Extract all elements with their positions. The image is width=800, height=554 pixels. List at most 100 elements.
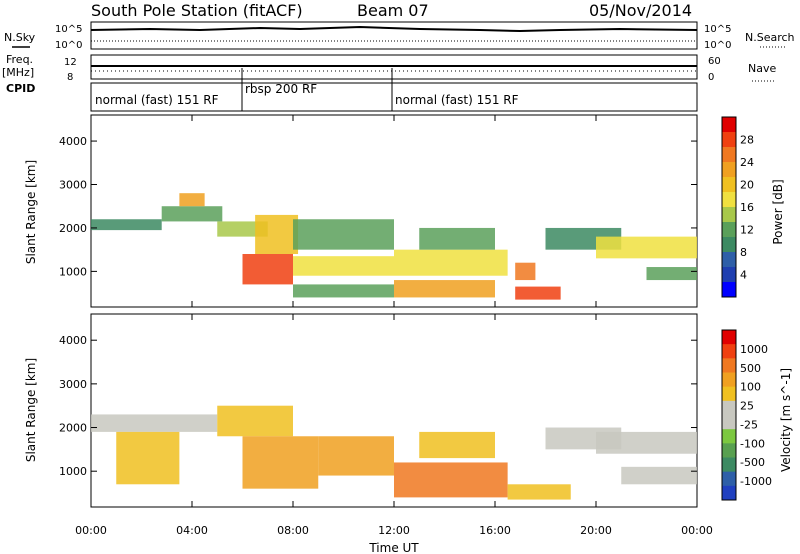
velocity-colorbar-swatch — [722, 457, 736, 473]
power-colorbar-swatch — [722, 132, 736, 148]
velocity-colorbar-tick: 1000 — [740, 343, 768, 356]
y-tick-label: 1000 — [59, 265, 87, 278]
velocity-colorbar-swatch — [722, 330, 736, 345]
nsearch-label: N.Search — [745, 31, 795, 44]
x-tick-label: 00:00 — [75, 524, 107, 537]
noise-sky-trace — [90, 25, 698, 33]
x-tick-label: 00:00 — [681, 524, 713, 537]
x-tick-label: 20:00 — [580, 524, 612, 537]
noise-tick-left-bottom: 10^0 — [55, 40, 82, 51]
power-colorbar-tick: 20 — [740, 179, 754, 192]
y-tick-label: 4000 — [59, 334, 87, 347]
velocity-colorbar-swatch — [722, 415, 736, 430]
velocity-colorbar-tick: 100 — [740, 381, 761, 394]
cpid-label: CPID — [6, 82, 35, 95]
power-colorbar-swatch — [722, 267, 736, 283]
power-colorbar-tick: 16 — [740, 201, 754, 214]
noise-tick-right-bottom: 10^0 — [704, 40, 731, 51]
x-tick-label: 08:00 — [277, 524, 309, 537]
velocity-ylabel: Slant Range [km] — [24, 358, 38, 462]
velocity-colorbar-swatch — [722, 386, 736, 402]
velocity-colorbar-swatch — [722, 443, 736, 458]
power-colorbar-swatch — [722, 147, 736, 163]
velocity-echo-band-5 — [318, 436, 394, 476]
y-tick-label: 3000 — [59, 378, 87, 391]
cpid-panel: normal (fast) 151 RF rbsp 200 RF normal … — [90, 68, 698, 112]
date-label: 05/Nov/2014 — [589, 1, 692, 20]
power-echo-band-7 — [293, 219, 394, 250]
power-echo-band-14 — [515, 262, 536, 281]
velocity-echo-band-8 — [507, 484, 571, 500]
power-echo-band-9 — [293, 284, 394, 298]
nave-tick-top: 60 — [708, 56, 721, 67]
power-colorbar-swatch — [722, 117, 736, 133]
y-tick-label: 4000 — [59, 135, 87, 148]
velocity-colorbar-swatch — [722, 429, 736, 444]
cpid-segment-2: rbsp 200 RF — [245, 82, 317, 96]
x-tick-label: 12:00 — [378, 524, 410, 537]
x-tick-label: 04:00 — [176, 524, 208, 537]
power-echo-band-16 — [596, 236, 697, 259]
power-echo-band-11 — [394, 249, 508, 276]
station-title: South Pole Station (fitACF) — [91, 1, 303, 20]
noise-tick-right-top: 10^5 — [704, 24, 731, 35]
velocity-echo-band-2 — [116, 431, 180, 485]
power-panel: 1000 2000 3000 4000 Slant Range [km] — [24, 114, 698, 308]
power-colorbar-swatch — [722, 237, 736, 253]
velocity-colorbar-tick: -500 — [740, 456, 765, 469]
velocity-colorbar-tick: -100 — [740, 437, 765, 450]
power-echo-band-3 — [179, 193, 205, 207]
power-colorbar-swatch — [722, 282, 736, 298]
velocity-echo-band-10 — [596, 431, 697, 454]
power-colorbar-swatch — [722, 207, 736, 223]
nave-label: Nave — [748, 62, 776, 75]
power-echo-band-10 — [394, 280, 495, 298]
velocity-colorbar-swatch — [722, 471, 736, 487]
power-echo-band-17 — [646, 267, 697, 281]
velocity-echo-band-7 — [419, 431, 495, 459]
power-echo-band-6 — [255, 214, 299, 255]
cpid-segment-3: normal (fast) 151 RF — [395, 93, 519, 107]
x-tick-label: 16:00 — [479, 524, 511, 537]
power-colorbar-tick: 24 — [740, 156, 754, 169]
freq-tick-top: 12 — [64, 57, 77, 68]
cpid-segment-1: normal (fast) 151 RF — [95, 93, 219, 107]
velocity-colorbar-tick: -25 — [740, 418, 758, 431]
freq-label: Freq. — [6, 53, 33, 66]
velocity-colorbar-swatch — [722, 400, 736, 416]
noise-tick-left-top: 10^5 — [55, 24, 82, 35]
power-echo-band-2 — [161, 206, 223, 222]
velocity-echo-band-6 — [394, 462, 508, 498]
velocity-colorbar-swatch — [722, 485, 736, 501]
power-colorbar-tick: 12 — [740, 224, 754, 237]
power-colorbar-tick: 28 — [740, 134, 754, 147]
freq-panel: 12 8 60 0 — [64, 54, 721, 83]
freq-unit-label: [MHz] — [2, 66, 34, 79]
velocity-colorbar-tick: -1000 — [740, 475, 772, 488]
power-echo-band-1 — [91, 219, 162, 231]
noise-panel: 10^5 10^0 10^5 10^0 — [55, 21, 731, 51]
velocity-panel: 1000 2000 3000 4000 Slant Range [km] — [24, 313, 698, 508]
velocity-colorbar-swatch — [722, 372, 736, 388]
velocity-echo-band-3 — [217, 405, 293, 437]
power-colorbar-swatch — [722, 222, 736, 238]
velocity-echo-band-11 — [621, 466, 697, 485]
power-colorbar-swatch — [722, 252, 736, 268]
power-colorbar-tick: 8 — [740, 246, 747, 259]
velocity-echo-band-1 — [91, 414, 218, 432]
velocity-colorbar-swatch — [722, 344, 736, 359]
nave-tick-bottom: 0 — [708, 72, 714, 83]
nsky-label: N.Sky — [4, 31, 36, 44]
velocity-colorbar-tick: 500 — [740, 362, 761, 375]
y-tick-label: 1000 — [59, 465, 87, 478]
power-echo-band-8 — [293, 256, 394, 276]
power-echo-band-12 — [419, 227, 495, 250]
power-ylabel: Slant Range [km] — [24, 160, 38, 264]
y-tick-label: 2000 — [59, 422, 87, 435]
power-colorbar-swatch — [722, 192, 736, 208]
velocity-echo-band-4 — [242, 436, 319, 489]
power-colorbar-swatch — [722, 162, 736, 178]
power-colorbar-swatch — [722, 177, 736, 193]
power-colorbar-tick: 4 — [740, 269, 747, 282]
